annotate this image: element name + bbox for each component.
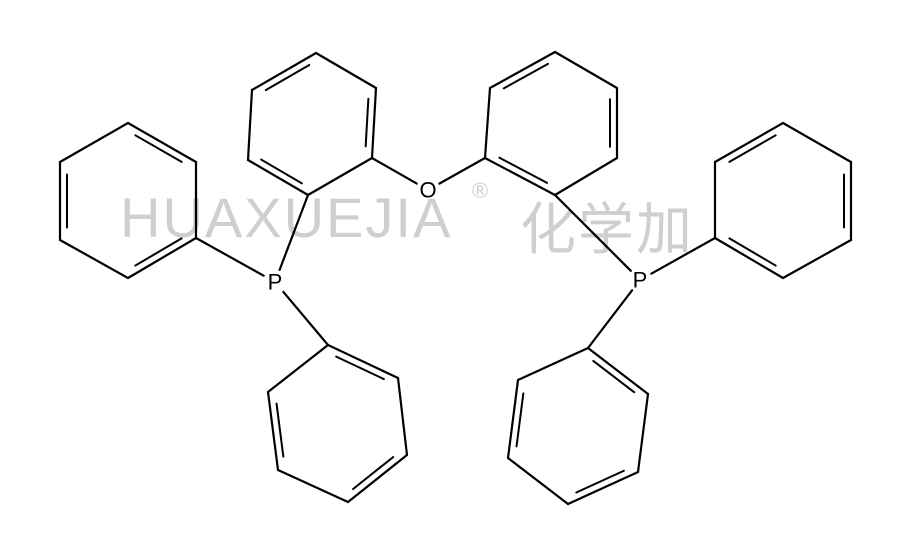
bond	[588, 348, 648, 394]
bond	[555, 195, 631, 271]
bond	[135, 238, 181, 265]
atom-label-P: P	[633, 268, 648, 293]
atom-label-P: P	[268, 270, 283, 295]
bond	[555, 52, 617, 88]
bond	[439, 158, 485, 184]
bond	[517, 393, 524, 446]
bond	[316, 53, 376, 88]
bond	[729, 238, 775, 265]
bond	[277, 404, 284, 457]
bond	[252, 53, 316, 90]
bond	[308, 158, 372, 195]
bond	[278, 470, 348, 502]
bond	[196, 238, 264, 276]
bond	[651, 238, 715, 274]
bond	[372, 88, 376, 158]
bond	[283, 292, 328, 345]
bond	[485, 88, 490, 158]
bond	[588, 290, 632, 348]
bond	[353, 457, 393, 489]
chemical-structure-svg: O P P	[0, 0, 898, 536]
bond	[128, 238, 196, 278]
bond	[568, 472, 638, 504]
bond	[248, 90, 252, 160]
bond	[280, 195, 308, 270]
bond	[348, 455, 407, 502]
bond	[248, 160, 308, 195]
atom-label-O: O	[419, 178, 436, 203]
bond	[60, 123, 128, 162]
bond	[398, 378, 407, 455]
bond	[60, 240, 128, 278]
bond	[268, 345, 328, 392]
bond	[715, 238, 783, 278]
bond	[593, 361, 634, 392]
bond	[783, 123, 851, 162]
bond	[328, 345, 398, 378]
bond	[638, 394, 648, 472]
bond	[555, 158, 617, 195]
bond	[518, 348, 588, 380]
bond	[372, 158, 417, 184]
bond	[715, 123, 783, 162]
bond	[485, 158, 555, 195]
bond	[366, 99, 369, 147]
bond	[508, 458, 568, 504]
bond	[128, 123, 196, 162]
bond	[490, 52, 555, 88]
bond	[783, 240, 851, 278]
